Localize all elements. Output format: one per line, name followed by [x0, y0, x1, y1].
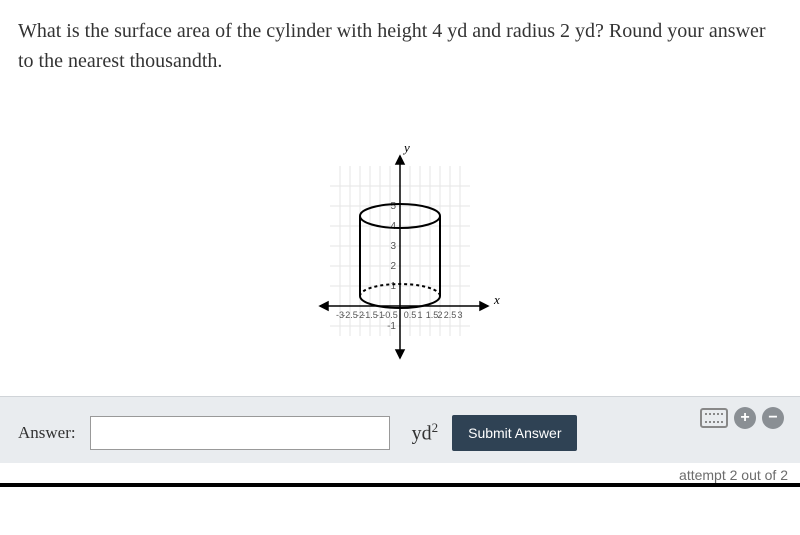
svg-text:5: 5 [390, 201, 396, 212]
answer-label: Answer: [18, 423, 76, 443]
svg-text:1.5: 1.5 [426, 310, 439, 320]
svg-text:0.5: 0.5 [404, 310, 417, 320]
decrease-button[interactable]: − [762, 407, 784, 429]
bottom-divider [0, 483, 800, 487]
unit-label: yd2 [412, 420, 439, 446]
increase-button[interactable]: + [734, 407, 756, 429]
unit-exponent: 2 [432, 420, 439, 435]
svg-text:3: 3 [390, 241, 396, 252]
svg-text:2.5: 2.5 [444, 310, 457, 320]
submit-answer-button[interactable]: Submit Answer [452, 415, 577, 451]
svg-text:-1: -1 [387, 321, 396, 332]
question-text: What is the surface area of the cylinder… [18, 16, 782, 76]
x-axis-label: x [493, 292, 500, 307]
svg-text:1: 1 [390, 281, 396, 292]
cylinder-graph: x y -3 -2.5 -2 -1.5 -1 -0.5 0.5 1 1.5 2 … [260, 96, 540, 376]
svg-text:1: 1 [417, 310, 422, 320]
unit-base: yd [412, 423, 432, 445]
figure-area: x y -3 -2.5 -2 -1.5 -1 -0.5 0.5 1 1.5 2 … [0, 86, 800, 396]
right-controls: + − [700, 407, 784, 429]
attempt-counter: attempt 2 out of 2 [0, 463, 800, 483]
y-axis-label: y [402, 140, 410, 155]
svg-text:2: 2 [437, 310, 442, 320]
keyboard-icon[interactable] [700, 408, 728, 428]
svg-text:-0.5: -0.5 [382, 310, 398, 320]
svg-text:2: 2 [390, 261, 396, 272]
answer-input[interactable] [90, 416, 390, 450]
answer-bar: Answer: yd2 Submit Answer + − [0, 396, 800, 463]
svg-text:3: 3 [457, 310, 462, 320]
question-area: What is the surface area of the cylinder… [0, 0, 800, 86]
svg-text:4: 4 [390, 221, 396, 232]
